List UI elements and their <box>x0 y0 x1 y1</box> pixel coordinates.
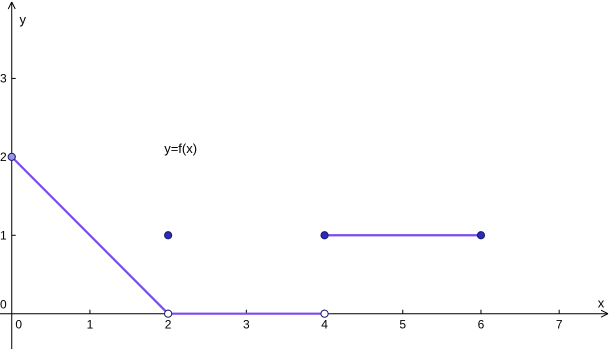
open-point <box>320 309 329 318</box>
y-tick-label: 2 <box>0 150 7 164</box>
x-tick-label: 0 <box>15 318 22 332</box>
y-axis-label: y <box>19 12 26 27</box>
x-tick-label: 4 <box>321 318 328 332</box>
y-tick-label: 3 <box>0 71 7 85</box>
graph-segment <box>10 155 170 315</box>
closed-point <box>7 152 16 161</box>
function-annotation: y=f(x) <box>164 141 197 156</box>
open-point <box>164 309 173 318</box>
closed-point <box>320 231 329 240</box>
x-tick-label: 1 <box>87 318 94 332</box>
closed-point <box>164 231 173 240</box>
closed-point <box>476 231 486 240</box>
x-tick-label: 6 <box>478 318 485 332</box>
x-tick-label: 5 <box>399 318 406 332</box>
x-axis-arrow <box>600 309 609 318</box>
x-tick-label: 3 <box>243 318 250 332</box>
x-axis-label: x <box>598 296 605 311</box>
x-tick-label: 2 <box>165 318 172 332</box>
y-tick-label: 1 <box>0 228 7 242</box>
x-tick-label: 7 <box>556 318 563 332</box>
y-axis-arrow <box>7 1 16 10</box>
origin-label: 0 <box>0 298 7 312</box>
